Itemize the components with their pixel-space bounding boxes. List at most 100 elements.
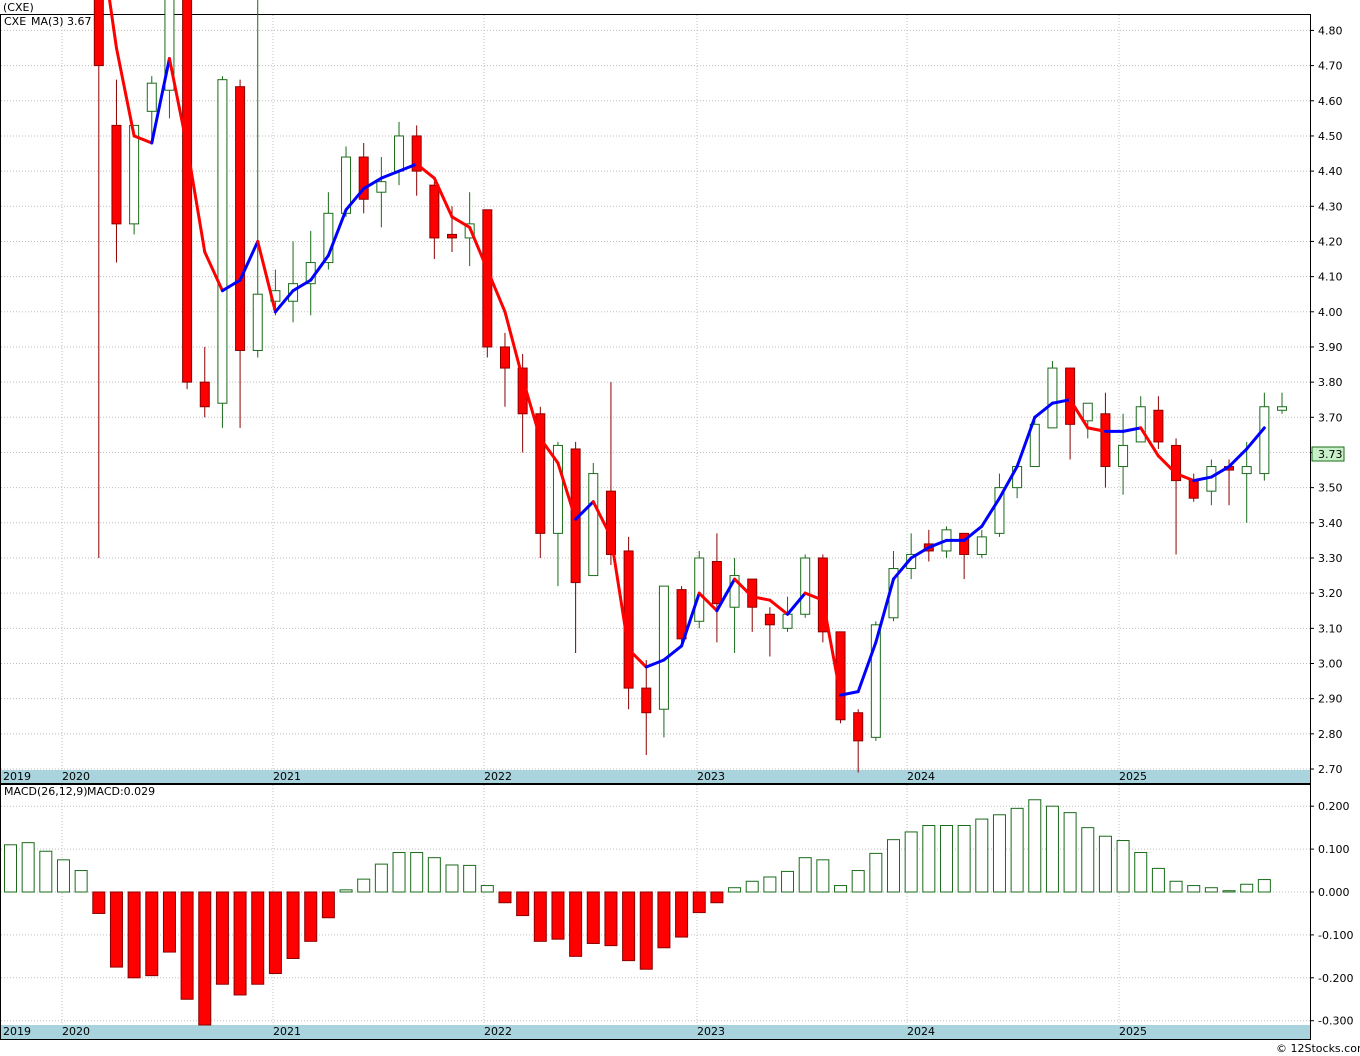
x-tick-label: 2022 [484,770,512,783]
price-tick-label: 3.80 [1318,376,1343,389]
macd-bar [1063,812,1077,893]
candle [217,76,228,428]
ma-segment [203,250,224,293]
ma-segment [1192,475,1213,483]
candle-body [764,613,775,626]
candle-body [252,293,263,351]
macd-bar [639,891,653,970]
price-tick-label: 3.50 [1318,482,1343,495]
ma-segment [309,254,330,282]
macd-date-band [1,1025,1310,1039]
price-tick-label: 2.70 [1318,763,1343,776]
ma-segment [1121,426,1143,433]
price-tick-label: 3.90 [1318,341,1343,354]
price-tick-label: 4.90 [1318,0,1343,2]
macd-bar [21,842,35,893]
price-year-labels: 2019 2020 2021 2022 2023 2024 2025 [3,770,1147,783]
macd-tick-label: 0.100 [1318,843,1350,856]
macd-bar [145,891,159,977]
candle [1118,413,1129,495]
candle-body [676,589,687,640]
candle-body [641,687,652,714]
macd-bar [233,891,247,996]
candle [482,209,493,358]
last-price-tag-box [1311,446,1345,462]
macd-bar [816,859,830,893]
price-tick-label: 4.30 [1318,200,1343,213]
ma-segment [344,187,366,212]
ma-segment [980,496,1001,528]
price-tick-label: 2.90 [1318,693,1343,706]
legend-ma-label: MA(3) [31,15,64,28]
macd-bar [215,891,229,985]
candle [411,125,422,196]
ma-segment [538,436,560,465]
candle-body [1047,367,1058,429]
candle-body [499,346,510,369]
ma-segment [397,162,419,173]
macd-bar [516,891,530,917]
x-tick-label: 2025 [1119,770,1147,783]
price-tick-label: 2.80 [1318,728,1343,741]
candle-body [1065,367,1076,425]
candle-body [146,82,157,112]
candle [1241,441,1252,523]
candle [164,0,175,119]
ma-segment [1174,472,1196,483]
candle [1153,396,1164,449]
candle-body [1277,406,1288,411]
candle [641,659,652,755]
price-date-band [1,770,1310,783]
x-tick-label: 2021 [273,770,301,783]
candle-body [817,557,828,633]
candle [1100,392,1111,488]
ma-segment [750,595,772,602]
ma-segment [1209,465,1231,479]
candle-body [853,712,864,742]
macd-bar [622,891,636,962]
x-tick-label: 2020 [62,1025,90,1038]
macd-bar [339,889,353,893]
price-tick-label: 3.00 [1318,657,1343,670]
candle-body [729,575,740,608]
macd-bar [1257,879,1271,893]
price-tick-label: 3.30 [1318,552,1343,565]
macd-bar [1116,840,1130,893]
ma-segment [680,591,701,648]
macd-bar [268,891,282,975]
ma-segment [786,591,807,616]
x-tick-label: 2021 [273,1025,301,1038]
candle [658,585,669,738]
macd-bar [745,880,759,893]
macd-bar [1010,807,1024,893]
candle [376,157,387,228]
macd-bar [1134,852,1148,893]
macd-legend-label: MACD(26,12,9) [4,785,88,798]
ma-segment [1015,415,1037,469]
macd-tick-label: 0.000 [1318,886,1350,899]
macd-bar [710,891,724,904]
macd-bar [834,885,848,893]
candle [182,0,193,390]
macd-bar [851,870,865,893]
legend-ma-value: 3.67 [67,15,92,28]
macd-bar [551,891,565,940]
x-tick-label: 2020 [62,770,90,783]
ma-segment [1245,426,1266,451]
price-tick-label: 4.40 [1318,165,1343,178]
macd-bar [251,891,265,985]
macd-bar [109,891,123,968]
macd-bar [286,891,300,959]
candle [235,79,246,428]
candle [800,554,811,618]
macd-bar [869,852,883,893]
ma-segment [521,377,542,440]
legend-symbol: CXE [4,15,26,28]
ma-segment [856,640,878,694]
macd-bar [374,863,388,893]
candle-body [800,557,811,615]
macd-bar [1045,805,1059,893]
macd-bar [127,891,141,979]
macd-bar [427,857,441,893]
